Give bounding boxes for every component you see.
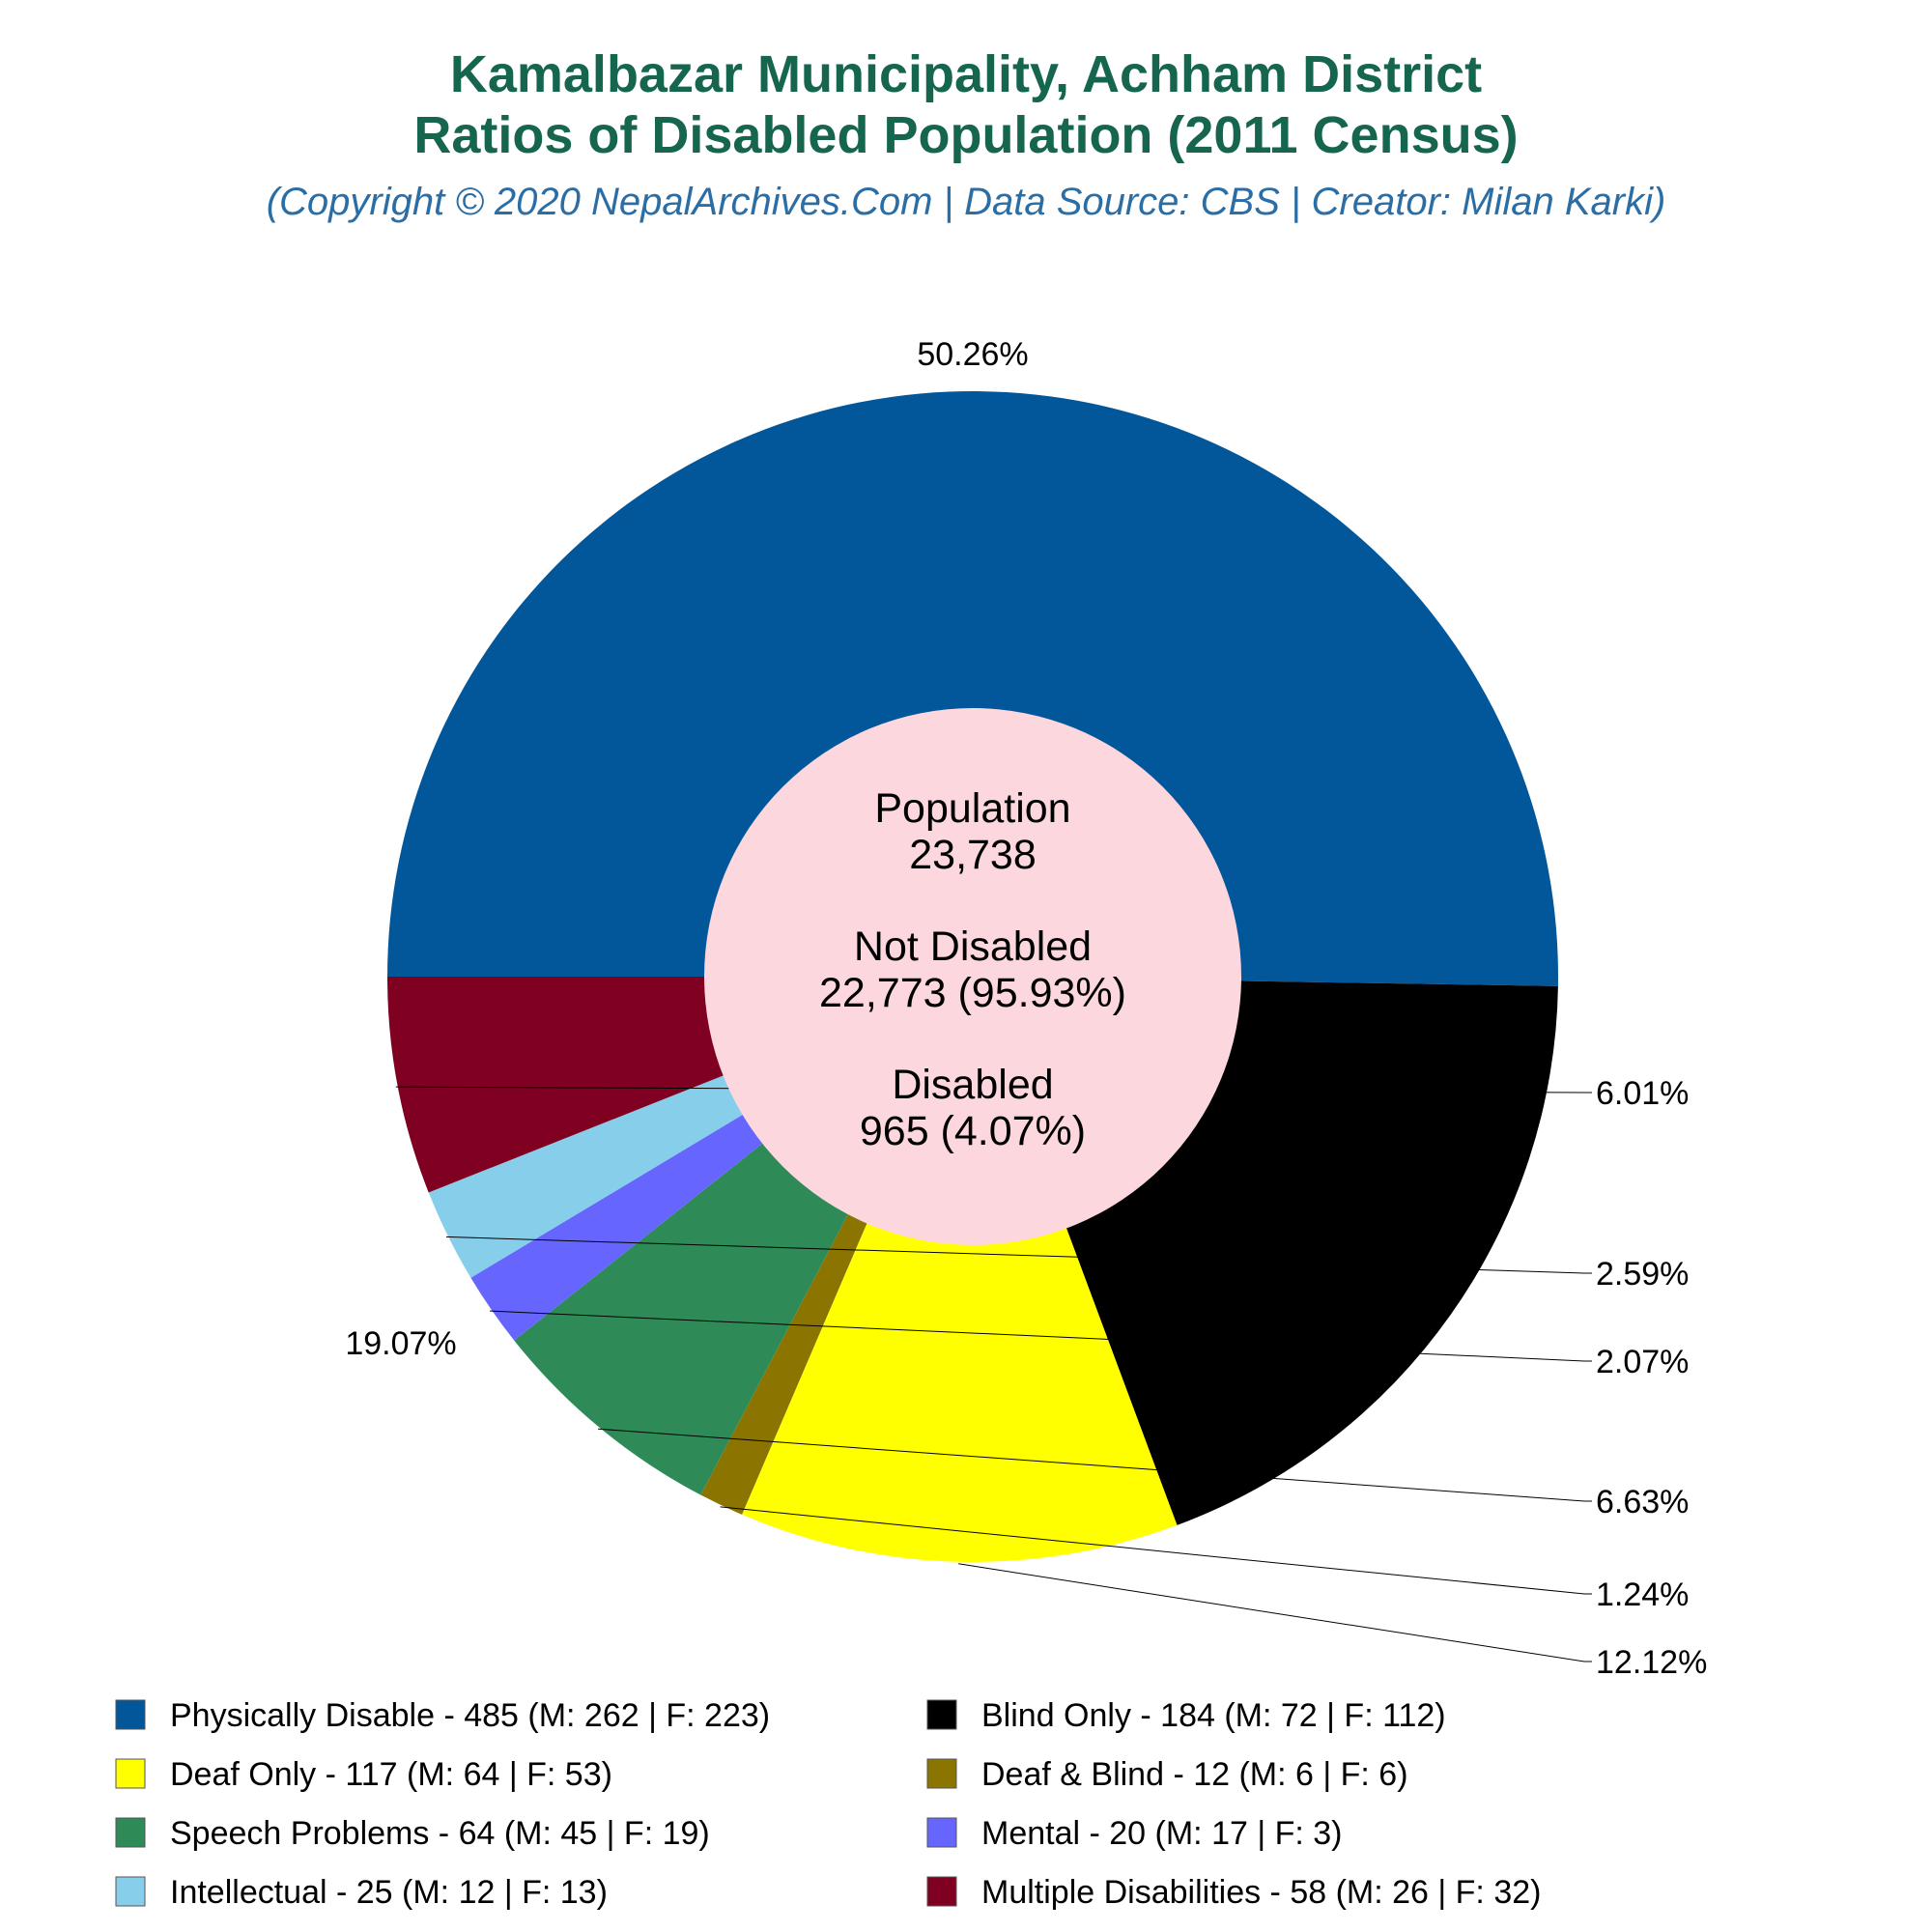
legend-swatch-deaf-and-blind bbox=[926, 1758, 957, 1789]
leader-lines bbox=[395, 1086, 1592, 1662]
chart-subtitle: (Copyright © 2020 NepalArchives.Com | Da… bbox=[267, 181, 1666, 223]
leader-line-deaf-and-blind bbox=[720, 1506, 1592, 1595]
legend: Physically Disable - 485 (M: 262 | F: 22… bbox=[115, 1697, 1541, 1911]
leader-line-speech-problems bbox=[598, 1428, 1592, 1502]
center-population-label: Population bbox=[874, 785, 1070, 832]
legend-swatch-intellectual bbox=[115, 1876, 146, 1907]
legend-label-speech-problems: Speech Problems - 64 (M: 45 | F: 19) bbox=[170, 1815, 710, 1852]
center-disabled-value: 965 (4.07%) bbox=[860, 1108, 1086, 1154]
legend-swatch-mental bbox=[926, 1817, 957, 1848]
leader-line-mental bbox=[490, 1310, 1592, 1362]
legend-label-deaf-and-blind: Deaf & Blind - 12 (M: 6 | F: 6) bbox=[981, 1756, 1408, 1793]
chart-title-line2: Ratios of Disabled Population (2011 Cens… bbox=[413, 106, 1518, 164]
center-not-disabled-value: 22,773 (95.93%) bbox=[819, 970, 1126, 1016]
legend-swatch-blind-only bbox=[926, 1699, 957, 1730]
leader-line-deaf-only bbox=[958, 1563, 1592, 1662]
legend-label-intellectual: Intellectual - 25 (M: 12 | F: 13) bbox=[170, 1874, 608, 1911]
legend-swatch-speech-problems bbox=[115, 1817, 146, 1848]
legend-label-mental: Mental - 20 (M: 17 | F: 3) bbox=[981, 1815, 1343, 1852]
percent-label-blind-only: 19.07% bbox=[345, 1325, 456, 1362]
legend-swatch-physically-disable bbox=[115, 1699, 146, 1730]
center-not-disabled-label: Not Disabled bbox=[854, 923, 1092, 970]
legend-label-physically-disable: Physically Disable - 485 (M: 262 | F: 22… bbox=[170, 1697, 770, 1734]
percent-label-mental: 2.07% bbox=[1596, 1344, 1689, 1380]
legend-swatch-deaf-only bbox=[115, 1758, 146, 1789]
pie-slice-deaf-only bbox=[742, 977, 1178, 1562]
percent-label-physically-disable: 50.26% bbox=[917, 336, 1028, 373]
percent-labels: 50.26% 19.07% 12.12% 1.24% 6.63% 2.07% 2.59% 6.… bbox=[345, 336, 1707, 1681]
legend-label-multiple-disabilities: Multiple Disabilities - 58 (M: 26 | F: 3… bbox=[981, 1874, 1541, 1911]
center-disabled-label: Disabled bbox=[892, 1062, 1053, 1108]
percent-label-deaf-only: 12.12% bbox=[1596, 1644, 1707, 1681]
percent-label-speech-problems: 6.63% bbox=[1596, 1484, 1689, 1520]
chart-title-line1: Kamalbazar Municipality, Achham District bbox=[450, 45, 1482, 103]
center-hole bbox=[704, 708, 1241, 1245]
legend-swatch-multiple-disabilities bbox=[926, 1876, 957, 1907]
legend-label-blind-only: Blind Only - 184 (M: 72 | F: 112) bbox=[981, 1697, 1446, 1734]
percent-label-deaf-and-blind: 1.24% bbox=[1596, 1577, 1689, 1613]
pie-slice-physically-disable bbox=[387, 391, 1558, 986]
center-population-value: 23,738 bbox=[909, 832, 1037, 878]
leader-line-intellectual bbox=[445, 1236, 1592, 1274]
legend-label-deaf-only: Deaf Only - 117 (M: 64 | F: 53) bbox=[170, 1756, 612, 1793]
percent-label-multiple-disabilities: 6.01% bbox=[1596, 1075, 1689, 1112]
percent-label-intellectual: 2.59% bbox=[1596, 1256, 1689, 1293]
